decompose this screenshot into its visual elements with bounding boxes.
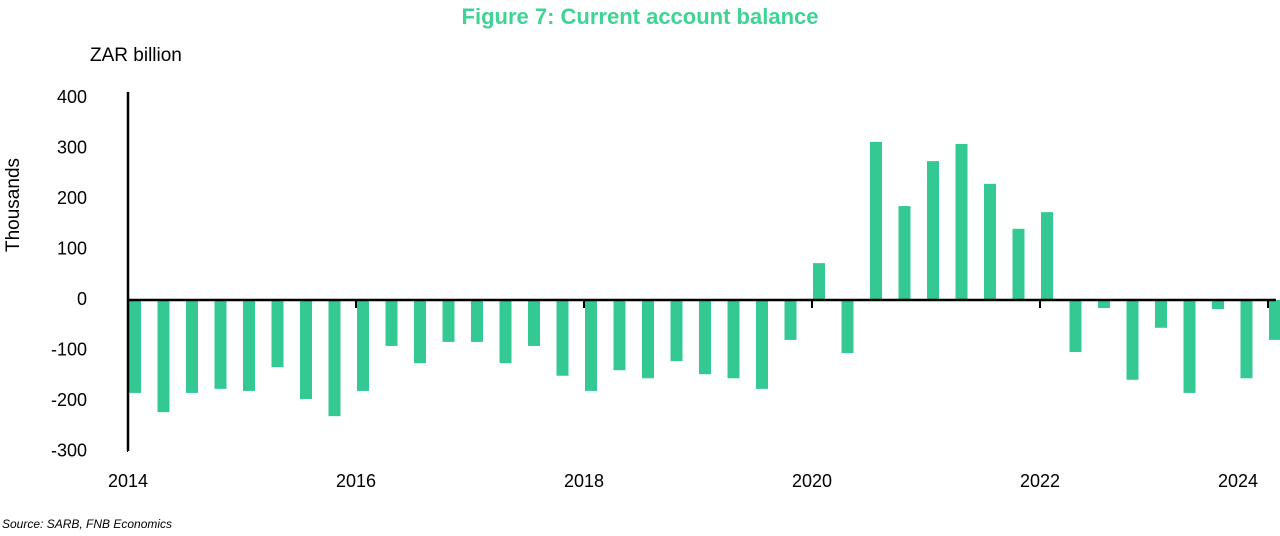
bar (129, 300, 141, 393)
bar (442, 300, 455, 342)
bar (214, 300, 227, 389)
bar (1155, 300, 1167, 328)
x-tick-label: 2016 (336, 471, 376, 491)
bar (157, 300, 170, 413)
bar (813, 263, 825, 300)
bar (898, 206, 911, 300)
bar (1069, 300, 1082, 353)
bar (1098, 300, 1110, 309)
bar (1126, 300, 1139, 380)
bar (471, 300, 483, 342)
bar (585, 300, 597, 391)
y-axis-label: Thousands (3, 158, 24, 252)
bar (1240, 300, 1253, 379)
y-tick-label: -300 (51, 440, 87, 460)
bar (385, 300, 398, 346)
bar (984, 183, 996, 300)
bar (784, 300, 797, 340)
bar (955, 143, 968, 300)
bar (414, 300, 426, 364)
bar (186, 300, 198, 393)
bar (699, 300, 711, 375)
bar (642, 300, 654, 379)
bar (243, 300, 255, 391)
bar (927, 161, 939, 300)
y-tick-label: 200 (57, 188, 87, 208)
x-tick-label: 2014 (108, 471, 148, 491)
bar (556, 300, 569, 376)
bar (756, 300, 768, 389)
bar (613, 300, 626, 371)
bar (328, 300, 341, 417)
bar (499, 300, 512, 364)
bar (727, 300, 740, 379)
bar (1041, 212, 1053, 300)
unit-label: ZAR billion (90, 45, 182, 66)
x-tick-label: 2022 (1020, 471, 1060, 491)
bar (841, 300, 854, 354)
x-tick-label: 2024 (1218, 471, 1258, 491)
bar (670, 300, 683, 362)
y-tick-label: -100 (51, 339, 87, 359)
y-tick-label: -200 (51, 390, 87, 410)
y-tick-label: 400 (57, 87, 87, 107)
x-tick-label: 2020 (792, 471, 832, 491)
y-tick-label: 0 (77, 289, 87, 309)
y-tick-label: 100 (57, 238, 87, 258)
chart-title: Figure 7: Current account balance (462, 4, 819, 29)
bar (1212, 300, 1224, 310)
bar (870, 141, 882, 300)
x-tick-label: 2018 (564, 471, 604, 491)
source: Source: SARB, FNB Economics (2, 517, 172, 531)
bar (357, 300, 369, 391)
y-tick-label: 300 (57, 137, 87, 157)
bar (1269, 300, 1280, 340)
bar (1183, 300, 1196, 393)
bar (300, 300, 312, 399)
bar (528, 300, 540, 346)
bar (271, 300, 284, 368)
bar (1012, 228, 1025, 300)
